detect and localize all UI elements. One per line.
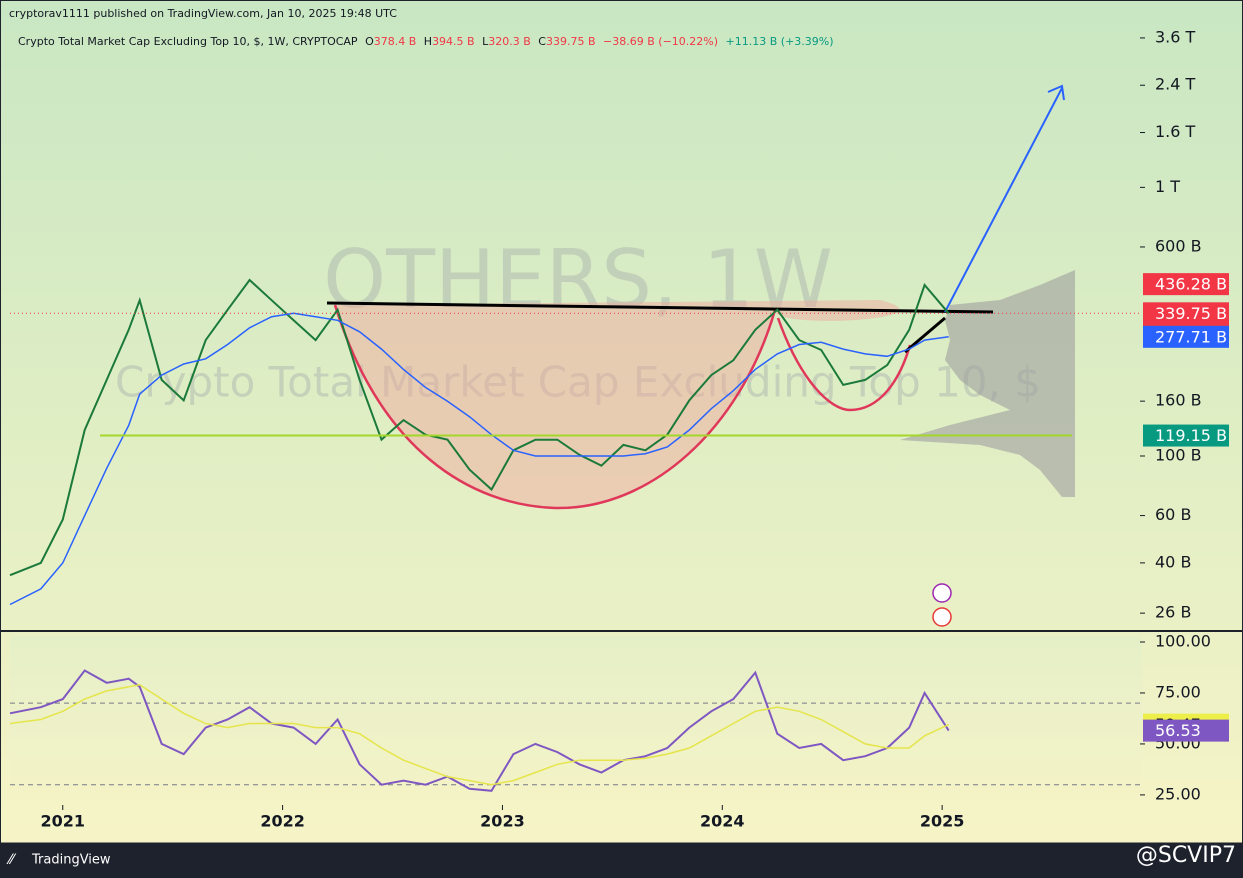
y-tick-label: 2.4 T [1155,75,1196,94]
y-tick-label: 100 B [1155,445,1202,464]
author: @SCVIP7 [1136,843,1236,868]
y-tick-label: 1 T [1155,177,1180,196]
target-arrow [944,87,1063,313]
y-tick-label: 100.00 [1155,631,1211,650]
y-tick-label: 25.00 [1155,784,1201,803]
price-tag [1143,719,1229,742]
price-tag-label: 119.15 B [1155,426,1227,445]
y-tick-label: 1.6 T [1155,122,1196,141]
event-icon[interactable] [932,607,952,627]
volume-profile [900,270,1075,497]
arrow-head [1047,84,1065,101]
y-tick-label: 600 B [1155,236,1202,255]
x-tick-label: 2024 [700,812,745,831]
price-tag-label: 339.75 B [1155,304,1227,323]
price-tag [1143,424,1229,447]
change: −38.69 B (−10.22%) [603,35,718,48]
series-line [9,278,950,577]
series-line [9,669,950,792]
ohlc-value: 378.4 B [374,35,417,48]
ohlc-value: 394.5 B [432,35,475,48]
symbol: Crypto Total Market Cap Excluding Top 10… [18,35,358,48]
y-tick-label: 75.00 [1155,682,1201,701]
ohlc-key: L [482,35,489,48]
handle-outline [776,317,912,412]
ohlc-key: C [538,35,546,48]
ohlc-value: 339.75 B [546,35,596,48]
event-icon[interactable] [932,583,952,603]
brand: TradingView [31,853,111,868]
watermark-symbol: OTHERS, 1W [323,233,833,326]
price-tag-label: 277.71 B [1155,327,1227,346]
price-tag [1143,273,1229,296]
brand-logo: ⁄⁄ [6,852,16,868]
ohlc-key: O [365,35,374,48]
y-tick-label: 160 B [1155,391,1202,410]
ohlc-value: 320.3 B [488,35,531,48]
x-tick-label: 2025 [920,812,965,831]
series-line [9,684,950,786]
y-tick-label: 40 B [1155,552,1191,571]
publisher: cryptorav1111 published on TradingView.c… [9,7,397,20]
series-line [9,312,949,606]
neckline [326,301,994,314]
price-tag-label: 56.53 [1155,721,1201,740]
cup-outline [333,304,777,510]
ohlc-key: H [424,35,432,48]
change-extra: +11.13 B (+3.39%) [726,35,834,48]
x-tick-label: 2021 [40,812,85,831]
y-tick-label: 26 B [1155,603,1191,622]
legend: Crypto Total Market Cap Excluding Top 10… [18,35,834,48]
x-tick-label: 2023 [480,812,525,831]
trend-line [904,316,946,354]
price-tag-label: 436.28 B [1155,275,1227,294]
x-tick-label: 2022 [260,812,305,831]
price-tag [1143,325,1229,348]
y-tick-label: 60 B [1155,505,1191,524]
y-tick-label: 3.6 T [1155,27,1196,46]
